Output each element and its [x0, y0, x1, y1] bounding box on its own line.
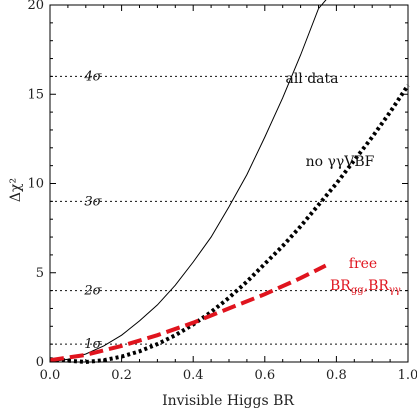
series-line-no-vbf: [49, 84, 410, 365]
annotation-free-br-a: BR: [330, 278, 351, 294]
y-tick-label: 15: [27, 87, 44, 102]
x-tick-label: 0.0: [40, 368, 61, 383]
annotation-all-data: all data: [285, 71, 338, 87]
axis-ticks: [49, 4, 409, 363]
y-tick-label: 20: [27, 0, 44, 13]
y-tick-label: 10: [27, 177, 44, 192]
annotation-free-br-sep: ,BR: [364, 278, 390, 294]
y-tick-label: 0: [36, 355, 44, 370]
annotation-free-br-b-sub: γγ: [389, 285, 401, 296]
annotation-no-vbf: no γγVBF: [306, 154, 375, 170]
annotation-free-br-a-sub: gg: [351, 285, 364, 296]
annotation-free-br: BRgg,BRγγ: [330, 278, 401, 296]
tick-labels: 0.0 0.2 0.4 0.6 0.8 1.0 0 5 10 15 20: [27, 0, 417, 383]
sigma-label: 4σ: [83, 69, 102, 84]
x-tick-label: 1.0: [398, 368, 417, 383]
x-tick-label: 0.4: [183, 368, 204, 383]
x-axis-title: Invisible Higgs BR: [162, 393, 294, 409]
series-line-free: [49, 263, 327, 363]
annotation-free: free: [349, 256, 377, 272]
y-axis-title: Δχ²: [8, 178, 24, 202]
x-tick-label: 0.8: [326, 368, 347, 383]
sigma-label: 3σ: [84, 194, 102, 209]
series-line-all-data: [49, 0, 327, 363]
x-tick-label: 0.6: [254, 368, 275, 383]
series-group: [49, 0, 410, 365]
sigma-label: 2σ: [83, 284, 102, 299]
y-tick-label: 5: [36, 266, 44, 281]
x-tick-label: 0.2: [111, 368, 132, 383]
